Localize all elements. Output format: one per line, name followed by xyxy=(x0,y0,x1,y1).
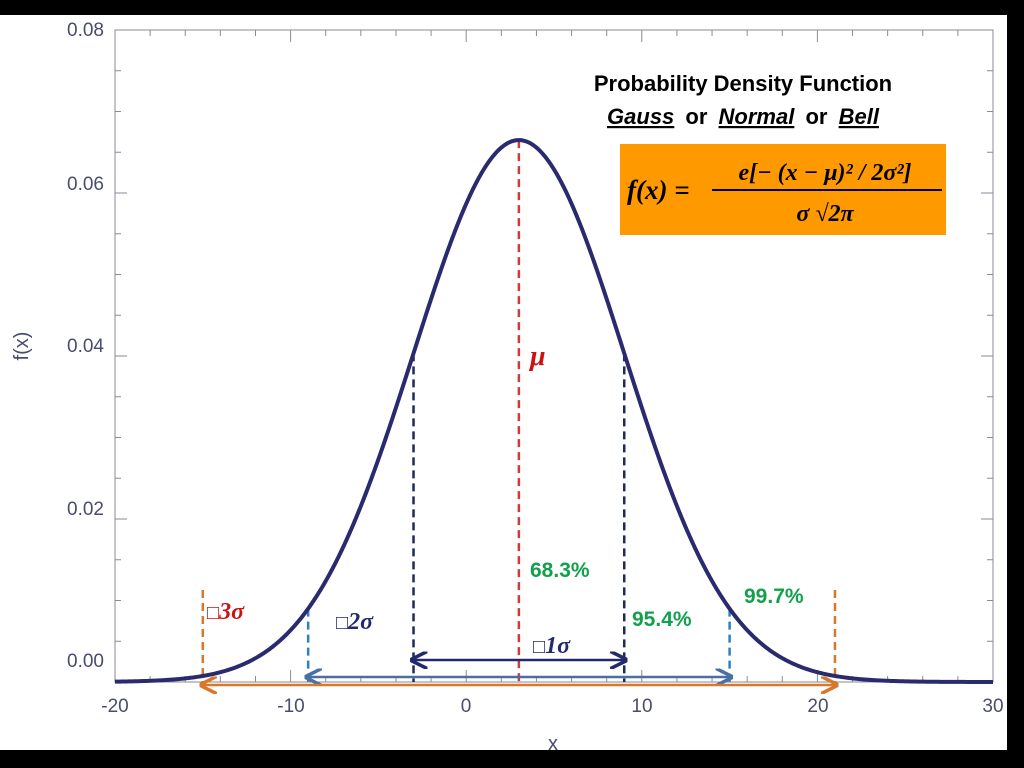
subtitle-gauss: Gauss xyxy=(607,104,674,129)
x-tick-label: 30 xyxy=(982,696,1003,717)
y-axis-title: f(x) xyxy=(11,332,33,361)
two-sigma-label: □2σ xyxy=(336,609,374,635)
subtitle-bell: Bell xyxy=(839,104,880,129)
sigma-label-sym: σ xyxy=(231,599,245,625)
gaussian-chart: 0.00 0.02 0.04 0.06 0.08 -20 -10 0 10 20… xyxy=(11,20,1004,750)
sigma-label-sym: σ xyxy=(360,609,374,635)
x-tick-label: -20 xyxy=(101,696,128,717)
x-tick-labels: -20 -10 0 10 20 30 xyxy=(101,696,1003,717)
annotation-99: 99.7% xyxy=(744,585,804,608)
sigma-label-prefix: □ xyxy=(336,612,348,634)
sigma-label-prefix: □ xyxy=(533,636,545,658)
y-tick-label: 0.00 xyxy=(67,651,104,672)
sigma-label-n: 1 xyxy=(545,633,557,659)
chart-title: Probability Density Function xyxy=(594,71,892,96)
gaussian-curve xyxy=(114,138,993,684)
formula-numerator: e[− (x − μ)² / 2σ²] xyxy=(738,160,911,186)
x-tick-label: -10 xyxy=(277,696,304,717)
x-tick-label: 20 xyxy=(807,696,828,717)
one-sigma-label: □1σ xyxy=(533,633,571,659)
annotation-68: 68.3% xyxy=(530,559,590,582)
y-tick-labels: 0.00 0.02 0.04 0.06 0.08 xyxy=(67,20,104,672)
sigma-label-prefix: □ xyxy=(207,602,219,624)
sigma-label-sym: σ xyxy=(557,633,571,659)
x-tick-label: 0 xyxy=(461,696,472,717)
formula-lhs: f(x) = xyxy=(627,175,690,205)
annotation-95: 95.4% xyxy=(632,608,692,631)
sigma-lines xyxy=(201,140,837,682)
y-tick-label: 0.04 xyxy=(67,336,104,357)
chart-subtitle: Gauss or Normal or Bell xyxy=(607,104,880,129)
mu-label: μ xyxy=(528,341,546,372)
formula-denominator: σ √2π xyxy=(796,201,854,227)
chart-slide: 0.00 0.02 0.04 0.06 0.08 -20 -10 0 10 20… xyxy=(0,15,1007,750)
y-tick-label: 0.02 xyxy=(67,499,104,520)
sigma-label-n: 2 xyxy=(347,609,360,635)
x-tick-label: 10 xyxy=(631,696,652,717)
three-sigma-label: □3σ xyxy=(207,599,245,625)
sigma-label-n: 3 xyxy=(218,599,231,625)
x-axis-title: x xyxy=(548,733,558,750)
subtitle-or: or xyxy=(685,104,707,129)
y-tick-label: 0.08 xyxy=(67,20,104,41)
subtitle-or: or xyxy=(805,104,827,129)
y-tick-label: 0.06 xyxy=(67,174,104,195)
subtitle-normal: Normal xyxy=(719,104,796,129)
